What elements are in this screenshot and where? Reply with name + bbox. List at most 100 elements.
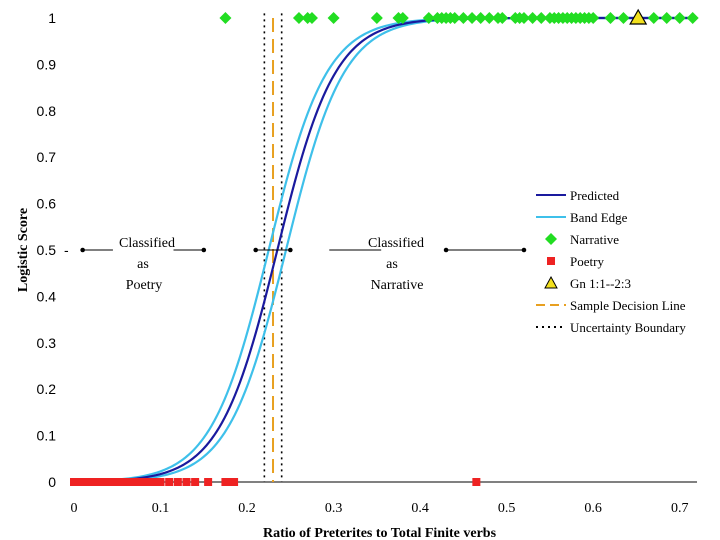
poetry-point [74, 478, 83, 486]
annotation-line: as [386, 257, 398, 272]
narrative-point [474, 12, 487, 24]
arrow-endpoint [80, 247, 85, 253]
legend-swatch-gn [544, 275, 558, 289]
x-axis-ticks: 0 0.1 0.2 0.3 0.4 0.5 0.6 0.7 [71, 501, 689, 516]
y-axis-ticks: 0 0.1 0.2 0.3 0.4 0.5 0.6 0.7 0.8 0.9 1 … [37, 10, 69, 490]
poetry-point [191, 478, 200, 486]
narrative-point [483, 12, 496, 24]
narrative-point [448, 12, 461, 24]
x-tick-label: 0.2 [238, 501, 256, 516]
annotation-line: Classified [119, 236, 175, 251]
y-tick-label: 0.1 [37, 428, 57, 444]
narrative-point [660, 12, 673, 24]
poetry-point [126, 478, 135, 486]
narrative-point [617, 12, 630, 24]
legend-label: Narrative [570, 232, 619, 247]
y-tick-label: 0.2 [37, 381, 57, 397]
x-tick-label: 0.3 [325, 501, 343, 516]
narrative-point [517, 12, 530, 24]
y-tick-label: 0.5 [37, 242, 57, 258]
x-tick-label: 0.7 [671, 501, 689, 516]
narrative-point [496, 12, 509, 24]
poetry-point [70, 478, 78, 486]
legend-swatch-poetry [547, 257, 555, 265]
data-points [70, 8, 699, 486]
y-axis-title: Logistic Score [16, 208, 31, 292]
legend-label: Sample Decision Line [570, 298, 686, 313]
poetry-point [130, 478, 139, 486]
legend-label: Band Edge [570, 210, 628, 225]
poetry-point [143, 478, 152, 486]
narrative-point [305, 12, 318, 24]
poetry-point [113, 478, 122, 486]
legend-label: Poetry [570, 254, 604, 269]
y-tick-label: 0.3 [37, 335, 57, 351]
poetry-point [82, 478, 91, 486]
poetry-point [173, 478, 182, 486]
poetry-point [100, 478, 109, 486]
poetry-point [182, 478, 191, 486]
poetry-point [139, 478, 148, 486]
poetry-point [165, 478, 174, 486]
legend-label: Uncertainty Boundary [570, 320, 686, 335]
narrative-point [647, 12, 660, 24]
annotation-narrative: Classified as Narrative [368, 236, 424, 293]
gn-point [629, 8, 648, 25]
narrative-point [292, 12, 305, 24]
y-tick-label: 1 [48, 10, 56, 26]
x-tick-label: 0.6 [584, 501, 602, 516]
x-tick-label: 0.5 [498, 501, 516, 516]
poetry-point [134, 478, 143, 486]
narrative-point [396, 12, 409, 24]
narrative-point [587, 12, 600, 24]
poetry-point [221, 478, 230, 486]
legend: Predicted Band Edge Narrative Poetry Gn … [536, 188, 686, 335]
arrow-endpoint [288, 247, 293, 253]
classification-arrows [80, 247, 527, 253]
poetry-point [156, 478, 165, 486]
annotation-line: Poetry [126, 278, 163, 293]
narrative-point [673, 12, 686, 24]
y-tick-label: 0 [48, 474, 56, 490]
x-axis-title: Ratio of Preterites to Total Finite verb… [263, 526, 497, 540]
legend-label: Gn 1:1--2:3 [570, 276, 631, 291]
narrative-point [526, 12, 539, 24]
y-tick-label: 0.7 [37, 149, 57, 165]
annotation-poetry: Classified as Poetry [119, 236, 175, 293]
narrative-point [466, 12, 479, 24]
y-tick-label: 0.6 [37, 196, 57, 212]
y-tick-label: 0.4 [37, 288, 57, 304]
poetry-point [472, 478, 481, 486]
narrative-point [604, 12, 617, 24]
poetry-point [225, 478, 234, 486]
arrow-endpoint [443, 247, 449, 253]
annotation-line: Narrative [371, 278, 424, 293]
y-tick-label: 0.8 [37, 103, 57, 119]
poetry-point [117, 478, 126, 486]
legend-label: Predicted [570, 188, 620, 203]
poetry-point [78, 478, 87, 486]
decision-lines [263, 13, 283, 482]
poetry-point [230, 478, 239, 486]
x-tick-label: 0.4 [411, 501, 429, 516]
poetry-point [147, 478, 156, 486]
poetry-point [87, 478, 96, 486]
arrow-endpoint [201, 247, 207, 253]
poetry-point [91, 478, 100, 486]
poetry-point [204, 478, 213, 486]
arrow-endpoint [253, 247, 259, 253]
poetry-point [95, 478, 104, 486]
narrative-point [327, 12, 340, 24]
x-tick-label: 0 [71, 501, 78, 516]
y-tick-dash: - [64, 242, 69, 258]
narrative-point [535, 12, 548, 24]
narrative-point [370, 12, 383, 24]
narrative-point [422, 12, 435, 24]
poetry-point [104, 478, 113, 486]
narrative-point [686, 12, 699, 24]
poetry-point [121, 478, 130, 486]
x-tick-label: 0.1 [152, 501, 170, 516]
annotation-line: Classified [368, 236, 424, 251]
poetry-point [108, 478, 117, 486]
